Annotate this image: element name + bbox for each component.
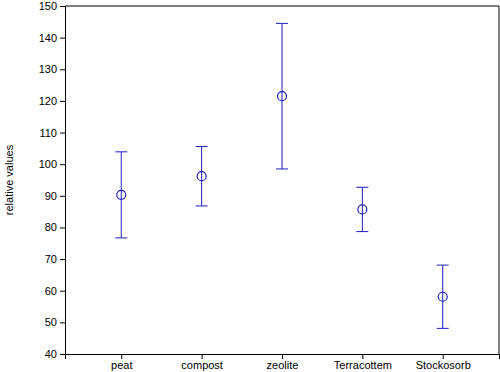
error-bar-stem [442,265,443,328]
x-tick-label: Stockosorb [416,359,471,371]
point [438,292,447,301]
error-bar-stem [121,152,122,238]
error-bar [276,23,288,169]
y-tick-mark [60,164,65,165]
error-bar [196,146,208,205]
y-tick-label: 50 [45,316,57,328]
y-tick-mark [60,6,65,7]
error-bar-cap [196,146,208,147]
x-tick-label: peat [111,359,132,371]
marks [115,23,448,328]
y-tick: 80 [45,221,65,233]
frame [499,6,500,354]
y-tick-mark [60,101,65,102]
y-tick-mark [60,291,65,292]
y-tick-label: 140 [39,32,57,44]
y-tick-mark [60,322,65,323]
y-tick: 90 [45,190,65,202]
y-axis-line [60,7,66,355]
y-tick: 140 [39,32,65,44]
x-tick-label: Terracottem [334,359,392,371]
y-tick: 70 [45,253,65,265]
y-tick-mark [60,354,65,355]
y-tick-mark [60,227,65,228]
error-bar-cap [276,23,288,24]
y-tick-label: 110 [39,127,57,139]
point [197,172,206,181]
plot: 40 50 60 70 80 90 100 110 120 130 140 150 peat compos… [39,0,500,371]
y-tick: 60 [45,285,65,297]
x-tick: compost [181,354,223,371]
y-tick-label: 90 [45,190,57,202]
x-tick: zeolite [267,354,299,371]
x-tick-label: compost [181,359,223,371]
y-tick: 130 [39,63,65,75]
error-bar [437,265,449,328]
error-bar-stem [201,146,202,205]
chart: 40 50 60 70 80 90 100 110 120 130 140 150 peat compos… [0,0,500,372]
y-tick: 100 [39,158,65,170]
y-tick: 120 [39,95,65,107]
error-bar-cap [276,168,288,169]
x-tick: Stockosorb [416,354,471,371]
error-bar-stem [282,23,283,169]
y-tick-label: 60 [45,285,57,297]
point [278,92,287,101]
error-bar [115,152,127,238]
y-tick: 110 [39,127,65,139]
error-bar-cap [437,328,449,329]
y-tick: 150 [39,0,65,12]
point [358,205,367,214]
y-tick-label: 70 [45,253,57,265]
point [117,190,126,199]
error-bar-cap [115,237,127,238]
y-axis: 40 50 60 70 80 90 100 110 120 130 140 150 [39,0,66,360]
y-tick: 40 [45,348,65,360]
error-bar [356,187,368,231]
y-tick-mark [60,69,65,70]
error-bar-cap [356,187,368,188]
y-axis-title: relative values [3,144,15,215]
y-tick-mark [60,133,65,134]
y-tick-label: 80 [45,221,57,233]
y-tick-label: 120 [39,95,57,107]
y-tick-label: 40 [45,348,57,360]
x-tick: peat [111,354,132,371]
error-bar-cap [437,265,449,266]
y-tick: 50 [45,316,65,328]
y-tick-label: 130 [39,63,57,75]
y-tick-mark [60,259,65,260]
x-tick-label: zeolite [267,359,299,371]
y-tick-label: 150 [39,0,57,12]
y-tick-mark [60,38,65,39]
error-bar-stem [362,187,363,231]
error-bar-cap [115,151,127,152]
error-bar-cap [196,205,208,206]
error-bar-cap [356,231,368,232]
x-tick: Terracottem [334,354,392,371]
x-axis: peat compost zeolite Terracottem Stockosorb [66,354,500,371]
y-tick-mark [60,196,65,197]
frame [65,6,499,7]
y-tick-label: 100 [39,158,57,170]
